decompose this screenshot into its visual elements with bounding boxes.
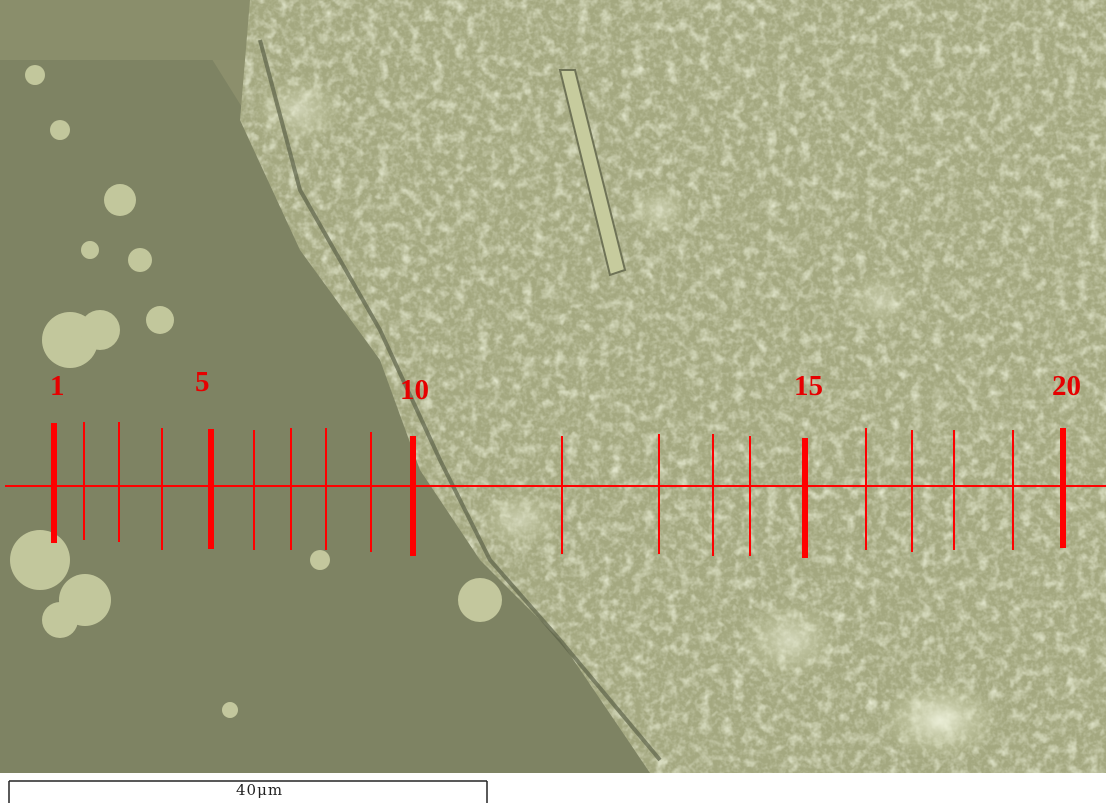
tick-label-5: 5 [195,366,210,398]
minor-ticks [83,422,1014,556]
sem-micrograph [0,0,1106,773]
tick-label-20: 20 [1052,370,1081,402]
scale-bar [8,780,488,803]
tick-label-1: 1 [50,370,65,402]
tick-label-15: 15 [794,370,823,402]
scale-bar-label: 40μm [236,781,284,799]
tick-label-10: 10 [400,374,429,406]
major-ticks [51,423,1066,558]
